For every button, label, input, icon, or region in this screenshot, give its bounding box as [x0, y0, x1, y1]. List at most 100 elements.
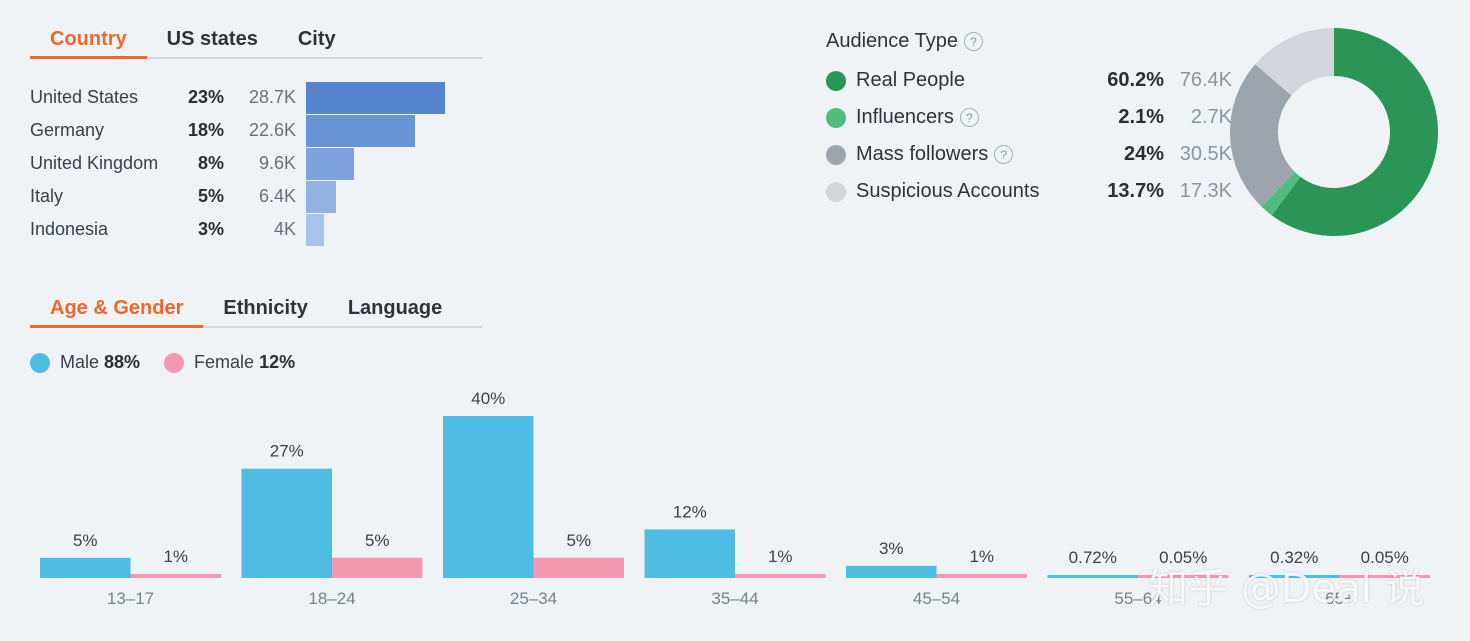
bar-label: 3%: [879, 539, 904, 558]
country-name: Germany: [30, 120, 105, 140]
bar-female: [735, 573, 826, 578]
donut-slice: [1261, 172, 1301, 216]
country-count: 28.7K: [248, 87, 296, 107]
audience-count: 2.7K: [1190, 106, 1232, 128]
donut-slice: [1255, 28, 1334, 96]
legend-dot: [826, 70, 846, 91]
donut-slice: [1271, 28, 1438, 236]
audience-name: Suspicious Accounts: [856, 180, 1040, 202]
bar-label: 1%: [969, 547, 994, 566]
bar-female: [130, 573, 221, 578]
demographic-tabs: Age & Gender Ethnicity Language: [30, 297, 482, 328]
audience-pct: 13.7%: [1107, 180, 1164, 202]
country-pct: 8%: [197, 153, 224, 173]
country-row: United States 23% 28.7K: [30, 81, 456, 114]
country-list: United States 23% 28.7K Germany 18% 22.6…: [30, 81, 456, 246]
legend-dot: [826, 144, 846, 165]
audience-pct: 24%: [1123, 143, 1164, 165]
audience-count: 17.3K: [1179, 180, 1232, 202]
help-icon[interactable]: ?: [994, 145, 1014, 164]
audience-count: 76.4K: [1179, 69, 1232, 91]
location-tabs: Country US states City: [30, 28, 482, 59]
country-row: Indonesia 3% 4K: [30, 213, 456, 246]
audience-name: Influencers?: [856, 106, 1086, 129]
donut-slice: [1230, 64, 1295, 207]
bar-label: 27%: [270, 442, 304, 461]
tab-age-gender[interactable]: Age & Gender: [30, 297, 204, 328]
bar-label: 1%: [163, 547, 188, 566]
bar-male: [846, 565, 937, 578]
bar-female: [1138, 575, 1229, 578]
category-label: 55–64: [1114, 589, 1161, 608]
country-pct: 18%: [187, 120, 224, 140]
bar-label: 12%: [673, 502, 707, 521]
country-bar: [306, 82, 445, 114]
bar-label: 5%: [566, 531, 591, 550]
audience-row: Real People 60.2% 76.4K: [826, 62, 1232, 99]
age-gender-chart: 5% 1% 13–17 27% 5% 18–24 40% 5% 25–34 12% 1% 35–44 3…: [40, 389, 1430, 608]
tab-us-states[interactable]: US states: [166, 28, 258, 50]
category-label: 25–34: [510, 589, 557, 608]
bar-male: [241, 468, 332, 578]
country-count: 4K: [273, 219, 296, 239]
country-row: United Kingdom 8% 9.6K: [30, 147, 456, 180]
legend-male: Male 88%: [30, 352, 140, 373]
audience-row: Mass followers? 24% 30.5K: [826, 136, 1232, 173]
country-name: United States: [30, 87, 139, 107]
audience-list: Real People 60.2% 76.4K Influencers? 2.1…: [826, 62, 1232, 210]
female-dot: [164, 352, 185, 373]
audience-row: Suspicious Accounts 13.7% 17.3K: [826, 173, 1232, 210]
audience-pct: 2.1%: [1118, 106, 1164, 128]
male-dot: [30, 352, 50, 373]
tab-language[interactable]: Language: [347, 297, 443, 319]
country-row: Germany 18% 22.6K: [30, 114, 456, 147]
bar-female: [332, 557, 423, 578]
tab-city[interactable]: City: [297, 28, 336, 50]
tab-country[interactable]: Country: [30, 28, 147, 59]
legend-dot: [826, 181, 846, 202]
bar-label: 0.32%: [1270, 548, 1318, 567]
country-count: 6.4K: [258, 186, 296, 206]
bar-male: [644, 529, 735, 578]
legend-dot: [826, 107, 846, 128]
legend-female: Female 12%: [164, 352, 295, 373]
country-pct: 3%: [197, 219, 224, 239]
audience-name: Mass followers?: [856, 143, 1086, 166]
audience-name: Real People: [856, 69, 965, 91]
bar-label: 0.05%: [1361, 548, 1409, 567]
country-name: Indonesia: [30, 219, 109, 239]
category-label: 35–44: [711, 589, 758, 608]
bar-male: [40, 557, 131, 578]
country-pct: 23%: [187, 87, 224, 107]
country-pct: 5%: [197, 186, 224, 206]
bar-female: [1339, 575, 1430, 578]
gender-legend: Male 88% Female 12%: [30, 352, 319, 373]
bar-female: [533, 557, 624, 578]
bar-label: 5%: [73, 531, 98, 550]
help-icon[interactable]: ?: [959, 108, 979, 127]
audience-donut-chart: [1230, 28, 1438, 236]
bar-label: 0.72%: [1069, 548, 1117, 567]
country-bar: [306, 115, 415, 147]
category-label: 18–24: [308, 589, 355, 608]
bar-male: [1249, 575, 1340, 578]
audience-pct: 60.2%: [1107, 69, 1164, 91]
tab-ethnicity[interactable]: Ethnicity: [223, 297, 308, 319]
category-label: 13–17: [107, 589, 154, 608]
bar-male: [1047, 575, 1138, 578]
country-bar: [306, 181, 337, 213]
watermark: 知乎 @Deal 说: [1148, 566, 1425, 612]
country-row: Italy 5% 6.4K: [30, 180, 456, 213]
country-name: United Kingdom: [30, 153, 159, 173]
audience-count: 30.5K: [1179, 143, 1232, 165]
audience-type-title: Audience Type ?: [826, 30, 983, 53]
category-label: 65+: [1325, 589, 1354, 608]
country-name: Italy: [30, 186, 64, 206]
country-count: 9.6K: [258, 153, 296, 173]
country-bar: [306, 214, 325, 246]
bar-label: 0.05%: [1159, 548, 1207, 567]
bar-male: [443, 416, 534, 578]
help-icon[interactable]: ?: [963, 32, 983, 51]
bar-label: 40%: [471, 389, 505, 408]
audience-row: Influencers? 2.1% 2.7K: [826, 99, 1232, 136]
